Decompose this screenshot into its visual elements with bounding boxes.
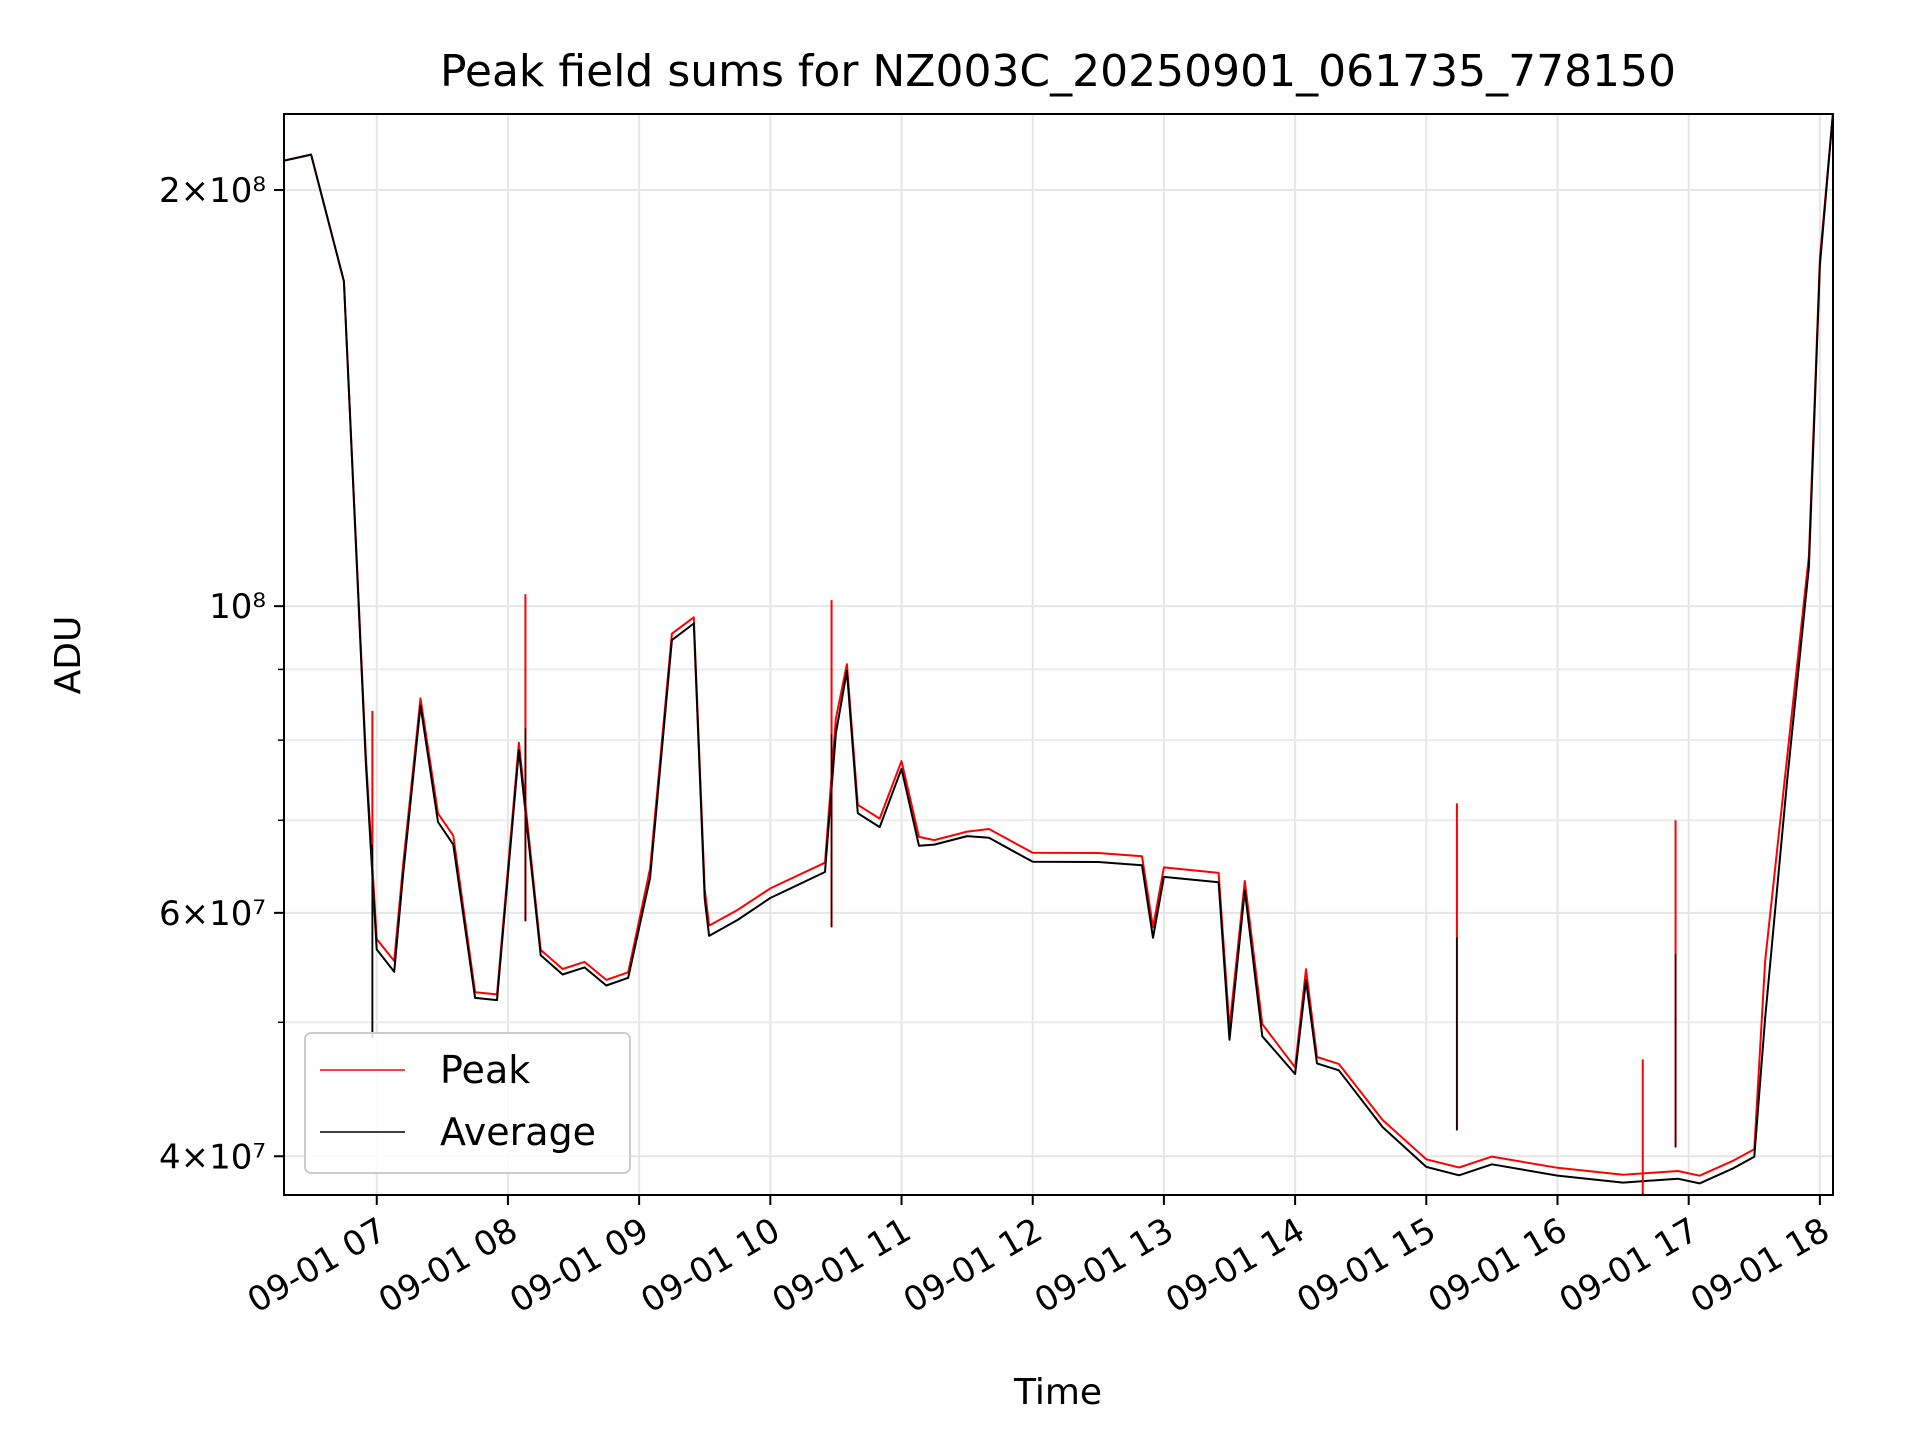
- y-tick-label: 2×10⁸: [159, 171, 266, 211]
- y-tick-label: 6×10⁷: [159, 894, 266, 934]
- series-line-peak: [284, 114, 1833, 1177]
- legend-label-peak: Peak: [440, 1048, 530, 1092]
- y-axis: 4×10⁷ 6×10⁷ 10⁸ 2×10⁸: [159, 171, 284, 1177]
- grid: [284, 114, 1833, 1195]
- legend-box: [304, 1032, 631, 1174]
- series-layer: [284, 114, 1833, 1195]
- legend: Peak Average: [304, 1032, 631, 1174]
- y-axis-title: ADU: [48, 616, 89, 695]
- series-line-average: [284, 114, 1833, 1185]
- x-axis-title: Time: [1013, 1372, 1102, 1413]
- legend-label-average: Average: [440, 1110, 596, 1154]
- plot-frame: [283, 113, 1834, 1196]
- chart-title: Peak field sums for NZ003C_20250901_0617…: [440, 46, 1676, 97]
- y-tick-label: 10⁸: [209, 587, 266, 627]
- y-tick-label: 4×10⁷: [159, 1137, 266, 1177]
